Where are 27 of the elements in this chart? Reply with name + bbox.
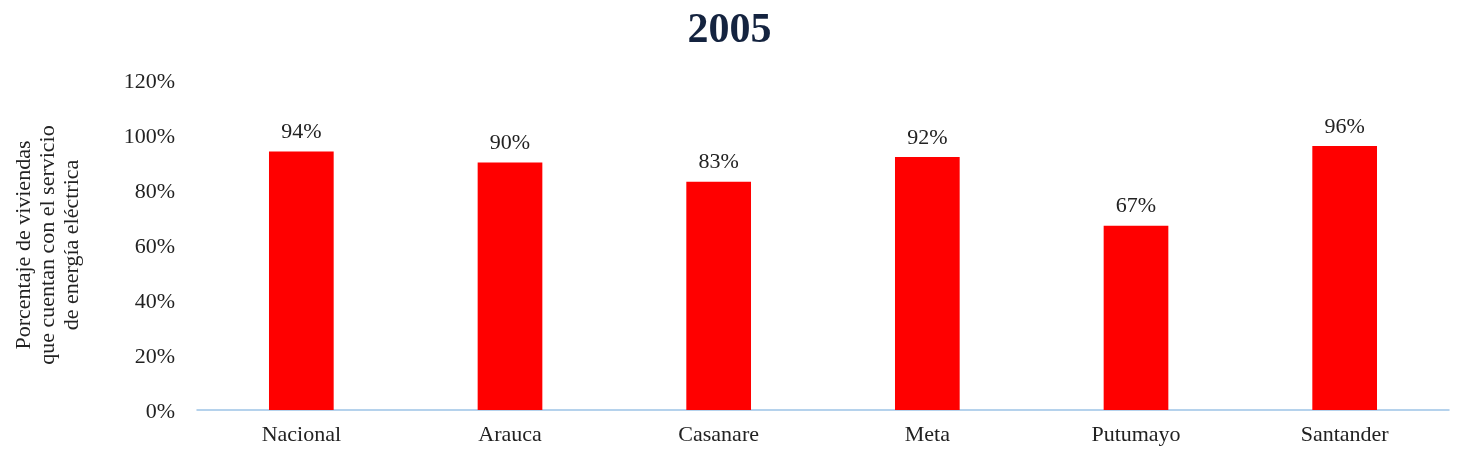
x-tick-label: Casanare <box>678 420 759 446</box>
bar <box>268 151 334 410</box>
y-axis-title: Porcentaje de viviendas que cuentan con el servicio de energía eléctrica <box>9 125 83 365</box>
y-tick-label: 40% <box>134 287 175 313</box>
data-label: 92% <box>907 123 948 149</box>
y-tick-label: 120% <box>123 67 175 93</box>
chart-title: 2005 <box>687 5 772 51</box>
x-tick-label: Nacional <box>261 420 342 446</box>
y-tick-label: 60% <box>134 232 175 258</box>
y-tick-label: 100% <box>123 122 175 148</box>
x-tick-label: Putumayo <box>1091 420 1181 446</box>
bar <box>1312 146 1378 410</box>
x-tick-label: Arauca <box>478 420 542 446</box>
y-tick-label: 0% <box>145 397 175 423</box>
bar <box>1103 225 1169 410</box>
data-label: 67% <box>1115 192 1157 218</box>
data-label: 96% <box>1324 112 1365 138</box>
x-tick-label: Meta <box>904 420 951 446</box>
y-tick-label: 80% <box>134 177 175 203</box>
data-label: 90% <box>489 129 531 154</box>
bar <box>686 181 752 410</box>
data-label: 94% <box>281 118 322 143</box>
data-label: 83% <box>698 148 739 174</box>
bar <box>477 162 543 410</box>
x-tick-label: Santander <box>1300 420 1390 446</box>
y-tick-label: 20% <box>134 342 175 368</box>
bar <box>894 157 960 410</box>
